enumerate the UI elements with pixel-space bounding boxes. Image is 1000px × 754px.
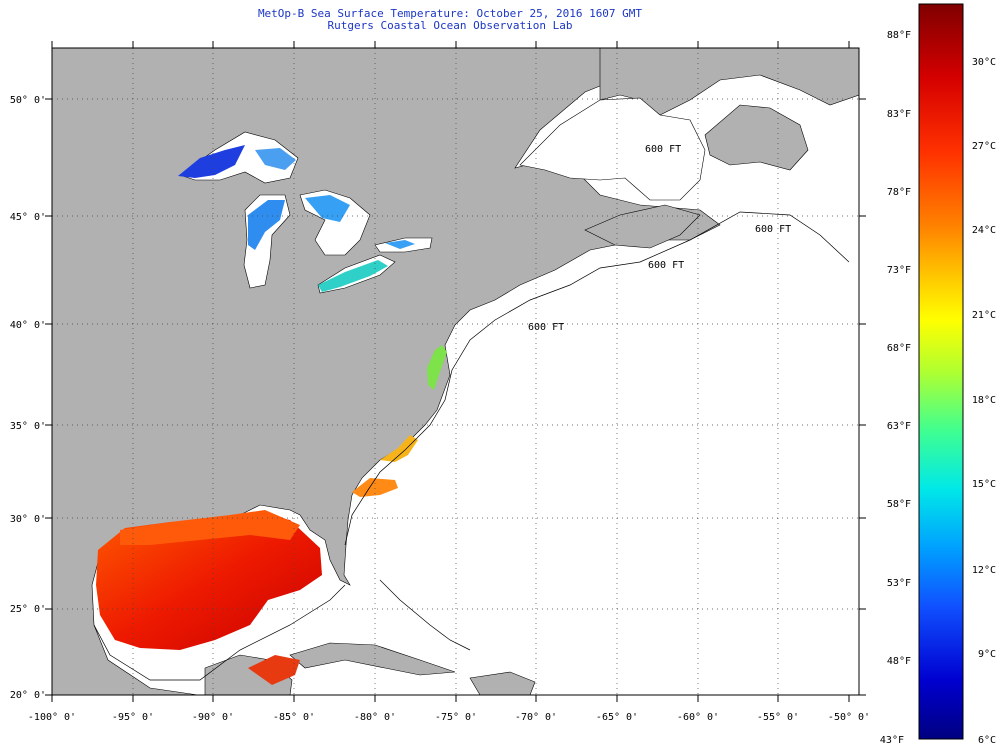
sst-gulf-stream-ga [352, 478, 398, 497]
isobath-label: 600 FT [755, 224, 791, 235]
lat-label-20: 20° 0' [10, 690, 46, 701]
isobath-bahamas [379, 579, 471, 651]
c-label: 21°C [972, 310, 996, 321]
map-title: MetOp-B Sea Surface Temperature: October… [257, 7, 643, 20]
f-label: 83°F [887, 109, 911, 120]
f-label: 88°F [887, 30, 911, 41]
lon-label-60: -60° 0' [677, 712, 719, 723]
c-label: 15°C [972, 479, 996, 490]
lon-label-85: -85° 0' [273, 712, 315, 723]
isobath-label: 600 FT [645, 144, 681, 155]
lon-label-55: -55° 0' [757, 712, 799, 723]
isobath-label: 600 FT [528, 322, 564, 333]
figure-header: MetOp-B Sea Surface Temperature: October… [0, 8, 900, 32]
sst-caribbean [248, 655, 300, 685]
celsius-labels: 30°C 27°C 24°C 21°C 18°C 15°C 12°C 9°C 6… [972, 57, 996, 746]
sst-lake-michigan [248, 200, 285, 250]
sst-lake-ontario [385, 240, 415, 249]
axis-ticks [45, 41, 866, 702]
lat-label-30: 30° 0' [10, 514, 46, 525]
sst-lake-superior-east [255, 148, 296, 170]
sst-chesapeake [427, 345, 447, 390]
sst-lake-superior [178, 145, 245, 178]
lon-label-80: -80° 0' [354, 712, 396, 723]
isobath-gulf [93, 584, 346, 681]
isobath-labels: 600 FT 600 FT 600 FT 600 FT [528, 144, 791, 333]
f-label: 68°F [887, 343, 911, 354]
isobath-contours [93, 211, 850, 681]
land-cuba [289, 642, 456, 676]
c-label: 24°C [972, 225, 996, 236]
lon-label-65: -65° 0' [596, 712, 638, 723]
c-label: 30°C [972, 57, 996, 68]
lat-label-25: 25° 0' [10, 604, 46, 615]
f-label: 48°F [887, 656, 911, 667]
isobath-label: 600 FT [648, 260, 684, 271]
c-label: 18°C [972, 395, 996, 406]
lat-label-45: 45° 0' [10, 212, 46, 223]
lat-label-40: 40° 0' [10, 320, 46, 331]
f-label: 63°F [887, 421, 911, 432]
gulf-st-lawrence [519, 97, 706, 201]
lon-label-50: -50° 0' [828, 712, 870, 723]
land-areas [51, 47, 860, 696]
fahrenheit-labels: 88°F 83°F 78°F 73°F 68°F 63°F 58°F 53°F … [880, 30, 911, 746]
color-scale-bar [918, 3, 964, 740]
land-hispaniola [469, 671, 536, 696]
sst-gulf-stream-nc [380, 435, 418, 462]
f-label: 53°F [887, 578, 911, 589]
sst-gulf-north-edge [120, 510, 300, 545]
lon-label-100: -100° 0' [28, 712, 76, 723]
lat-label-50: 50° 0' [10, 95, 46, 106]
sst-lake-huron [305, 195, 350, 222]
land-newfoundland [704, 104, 809, 171]
lon-label-70: -70° 0' [515, 712, 557, 723]
longitude-labels: -100° 0' -95° 0' -90° 0' -85° 0' -80° 0'… [28, 712, 870, 723]
c-label: 27°C [972, 141, 996, 152]
f-label: 73°F [887, 265, 911, 276]
land-nova-scotia [584, 204, 701, 249]
c-label: 9°C [978, 649, 996, 660]
latitude-labels: 20° 0' 25° 0' 30° 0' 35° 0' 40° 0' 45° 0… [10, 95, 46, 701]
map-subtitle: Rutgers Coastal Ocean Observation Lab [327, 19, 573, 32]
sst-lake-erie [318, 260, 388, 292]
isobath-east-coast [344, 211, 850, 546]
lon-label-90: -90° 0' [192, 712, 234, 723]
f-label: 78°F [887, 187, 911, 198]
lon-label-75: -75° 0' [435, 712, 477, 723]
f-label: 43°F [880, 735, 904, 746]
sst-patches [96, 145, 447, 685]
c-label: 6°C [978, 735, 996, 746]
c-label: 12°C [972, 565, 996, 576]
f-label: 58°F [887, 499, 911, 510]
sst-gulf-of-mexico [96, 512, 322, 650]
lon-label-95: -95° 0' [112, 712, 154, 723]
lat-label-35: 35° 0' [10, 421, 46, 432]
